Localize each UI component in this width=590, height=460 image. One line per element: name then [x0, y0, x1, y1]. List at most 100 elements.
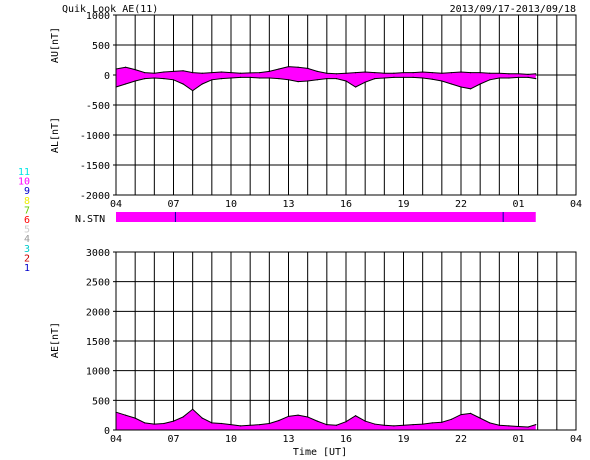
lower-panel-y-tick-label: 500 [92, 396, 110, 407]
data-point-ae [307, 416, 309, 418]
lower-panel-x-tick-label: 22 [455, 434, 467, 445]
data-point-ae [278, 419, 280, 422]
upper-panel-x-tick-label: 13 [282, 199, 294, 210]
data-point-au [278, 68, 280, 70]
data-point-ae [527, 426, 529, 428]
data-point-ae [220, 422, 223, 425]
data-point-ae [479, 417, 481, 419]
data-point-au [393, 72, 395, 74]
data-point-al [450, 83, 453, 85]
data-point-ae [259, 424, 261, 426]
data-point-al [517, 76, 520, 78]
lower-panel-x-tick-label: 01 [512, 434, 524, 445]
data-point-al [508, 77, 510, 79]
data-point-al [354, 86, 357, 88]
upper-panel-y-tick-label: 1000 [86, 11, 110, 22]
data-point-ae [144, 422, 146, 424]
data-point-ae [431, 422, 433, 424]
data-point-al [489, 79, 491, 81]
station-legend-label: 7 [24, 205, 30, 216]
lower-panel-y-tick-label: 1500 [86, 337, 110, 348]
data-point-au [345, 72, 347, 74]
data-point-al [441, 80, 443, 82]
data-point-au [383, 72, 385, 74]
data-point-al [345, 80, 347, 82]
data-point-al [249, 76, 251, 78]
data-point-ae [239, 425, 242, 427]
data-point-au [192, 72, 194, 74]
data-point-au [182, 70, 184, 72]
x-axis-label: Time [UT] [293, 447, 347, 458]
upper-panel-x-tick-label: 04 [570, 199, 582, 210]
data-point-au [441, 72, 443, 74]
station-legend-label: 4 [24, 234, 30, 245]
data-point-al [431, 78, 433, 80]
data-point-au [134, 69, 136, 71]
upper-panel-x-tick-label: 04 [110, 199, 122, 210]
data-point-au [172, 70, 175, 72]
data-point-ae [460, 413, 462, 416]
data-point-al [192, 90, 194, 92]
data-point-ae [374, 423, 376, 425]
data-point-ae [182, 416, 184, 418]
data-point-ae [489, 422, 491, 424]
data-point-al [259, 77, 261, 79]
lower-panel-x-tick-label: 04 [110, 434, 122, 445]
data-point-ae [230, 424, 232, 426]
data-point-au [220, 71, 223, 73]
data-point-au [211, 72, 213, 74]
lower-panel-x-tick-label: 13 [282, 434, 294, 445]
data-point-au [163, 71, 165, 73]
stations-label: N.STN [75, 214, 105, 225]
data-point-al [268, 77, 270, 79]
data-point-ae [517, 425, 520, 428]
data-point-al [278, 78, 280, 80]
data-point-ae [383, 424, 385, 426]
data-point-ae [345, 421, 347, 423]
data-point-au [268, 70, 270, 72]
data-point-al [498, 77, 500, 79]
chart-title: Quik Look AE(11) [62, 4, 158, 15]
lower-panel-x-tick-label: 16 [340, 434, 352, 445]
upper-panel-y-tick-label: -2000 [80, 191, 110, 202]
data-point-au [508, 73, 510, 75]
lower-panel-y-tick-label: 1000 [86, 367, 110, 378]
station-legend-label: 2 [24, 253, 30, 264]
data-point-ae [124, 414, 127, 416]
data-point-al [412, 76, 414, 78]
data-point-al [527, 76, 529, 78]
data-point-au [316, 70, 318, 72]
station-legend-label: 10 [18, 177, 30, 188]
data-point-al [172, 79, 175, 81]
data-point-ae [134, 417, 136, 419]
data-point-al [307, 80, 309, 82]
data-point-ae [364, 420, 366, 422]
data-point-al [535, 78, 537, 80]
station-legend-label: 11 [18, 167, 30, 178]
lower-panel-x-tick-label: 07 [167, 434, 179, 445]
upper-panel-y-tick-label: -1000 [80, 131, 110, 142]
lower-panel-x-tick-label: 04 [570, 434, 582, 445]
data-point-au [535, 73, 537, 75]
upper-panel-y-axis-label: AL[nT] [50, 117, 61, 153]
data-point-au [335, 73, 338, 75]
data-point-al [469, 88, 472, 90]
series-area-al [116, 75, 536, 91]
lower-panel-y-tick-label: 2500 [86, 278, 110, 289]
data-point-au [230, 72, 232, 74]
data-point-al [479, 83, 481, 85]
data-point-al [422, 77, 424, 79]
data-point-ae [287, 415, 290, 417]
station-legend-label: 1 [24, 263, 30, 274]
data-point-au [498, 72, 500, 74]
station-legend-label: 6 [24, 215, 30, 226]
data-point-al [220, 78, 223, 80]
data-point-au [402, 72, 405, 74]
data-point-al [134, 80, 136, 82]
data-point-ae [316, 420, 318, 422]
data-point-al [374, 78, 376, 80]
data-point-al [335, 78, 338, 80]
data-point-ae [393, 425, 395, 427]
data-point-ae [201, 417, 203, 419]
station-legend-label: 8 [24, 196, 30, 207]
